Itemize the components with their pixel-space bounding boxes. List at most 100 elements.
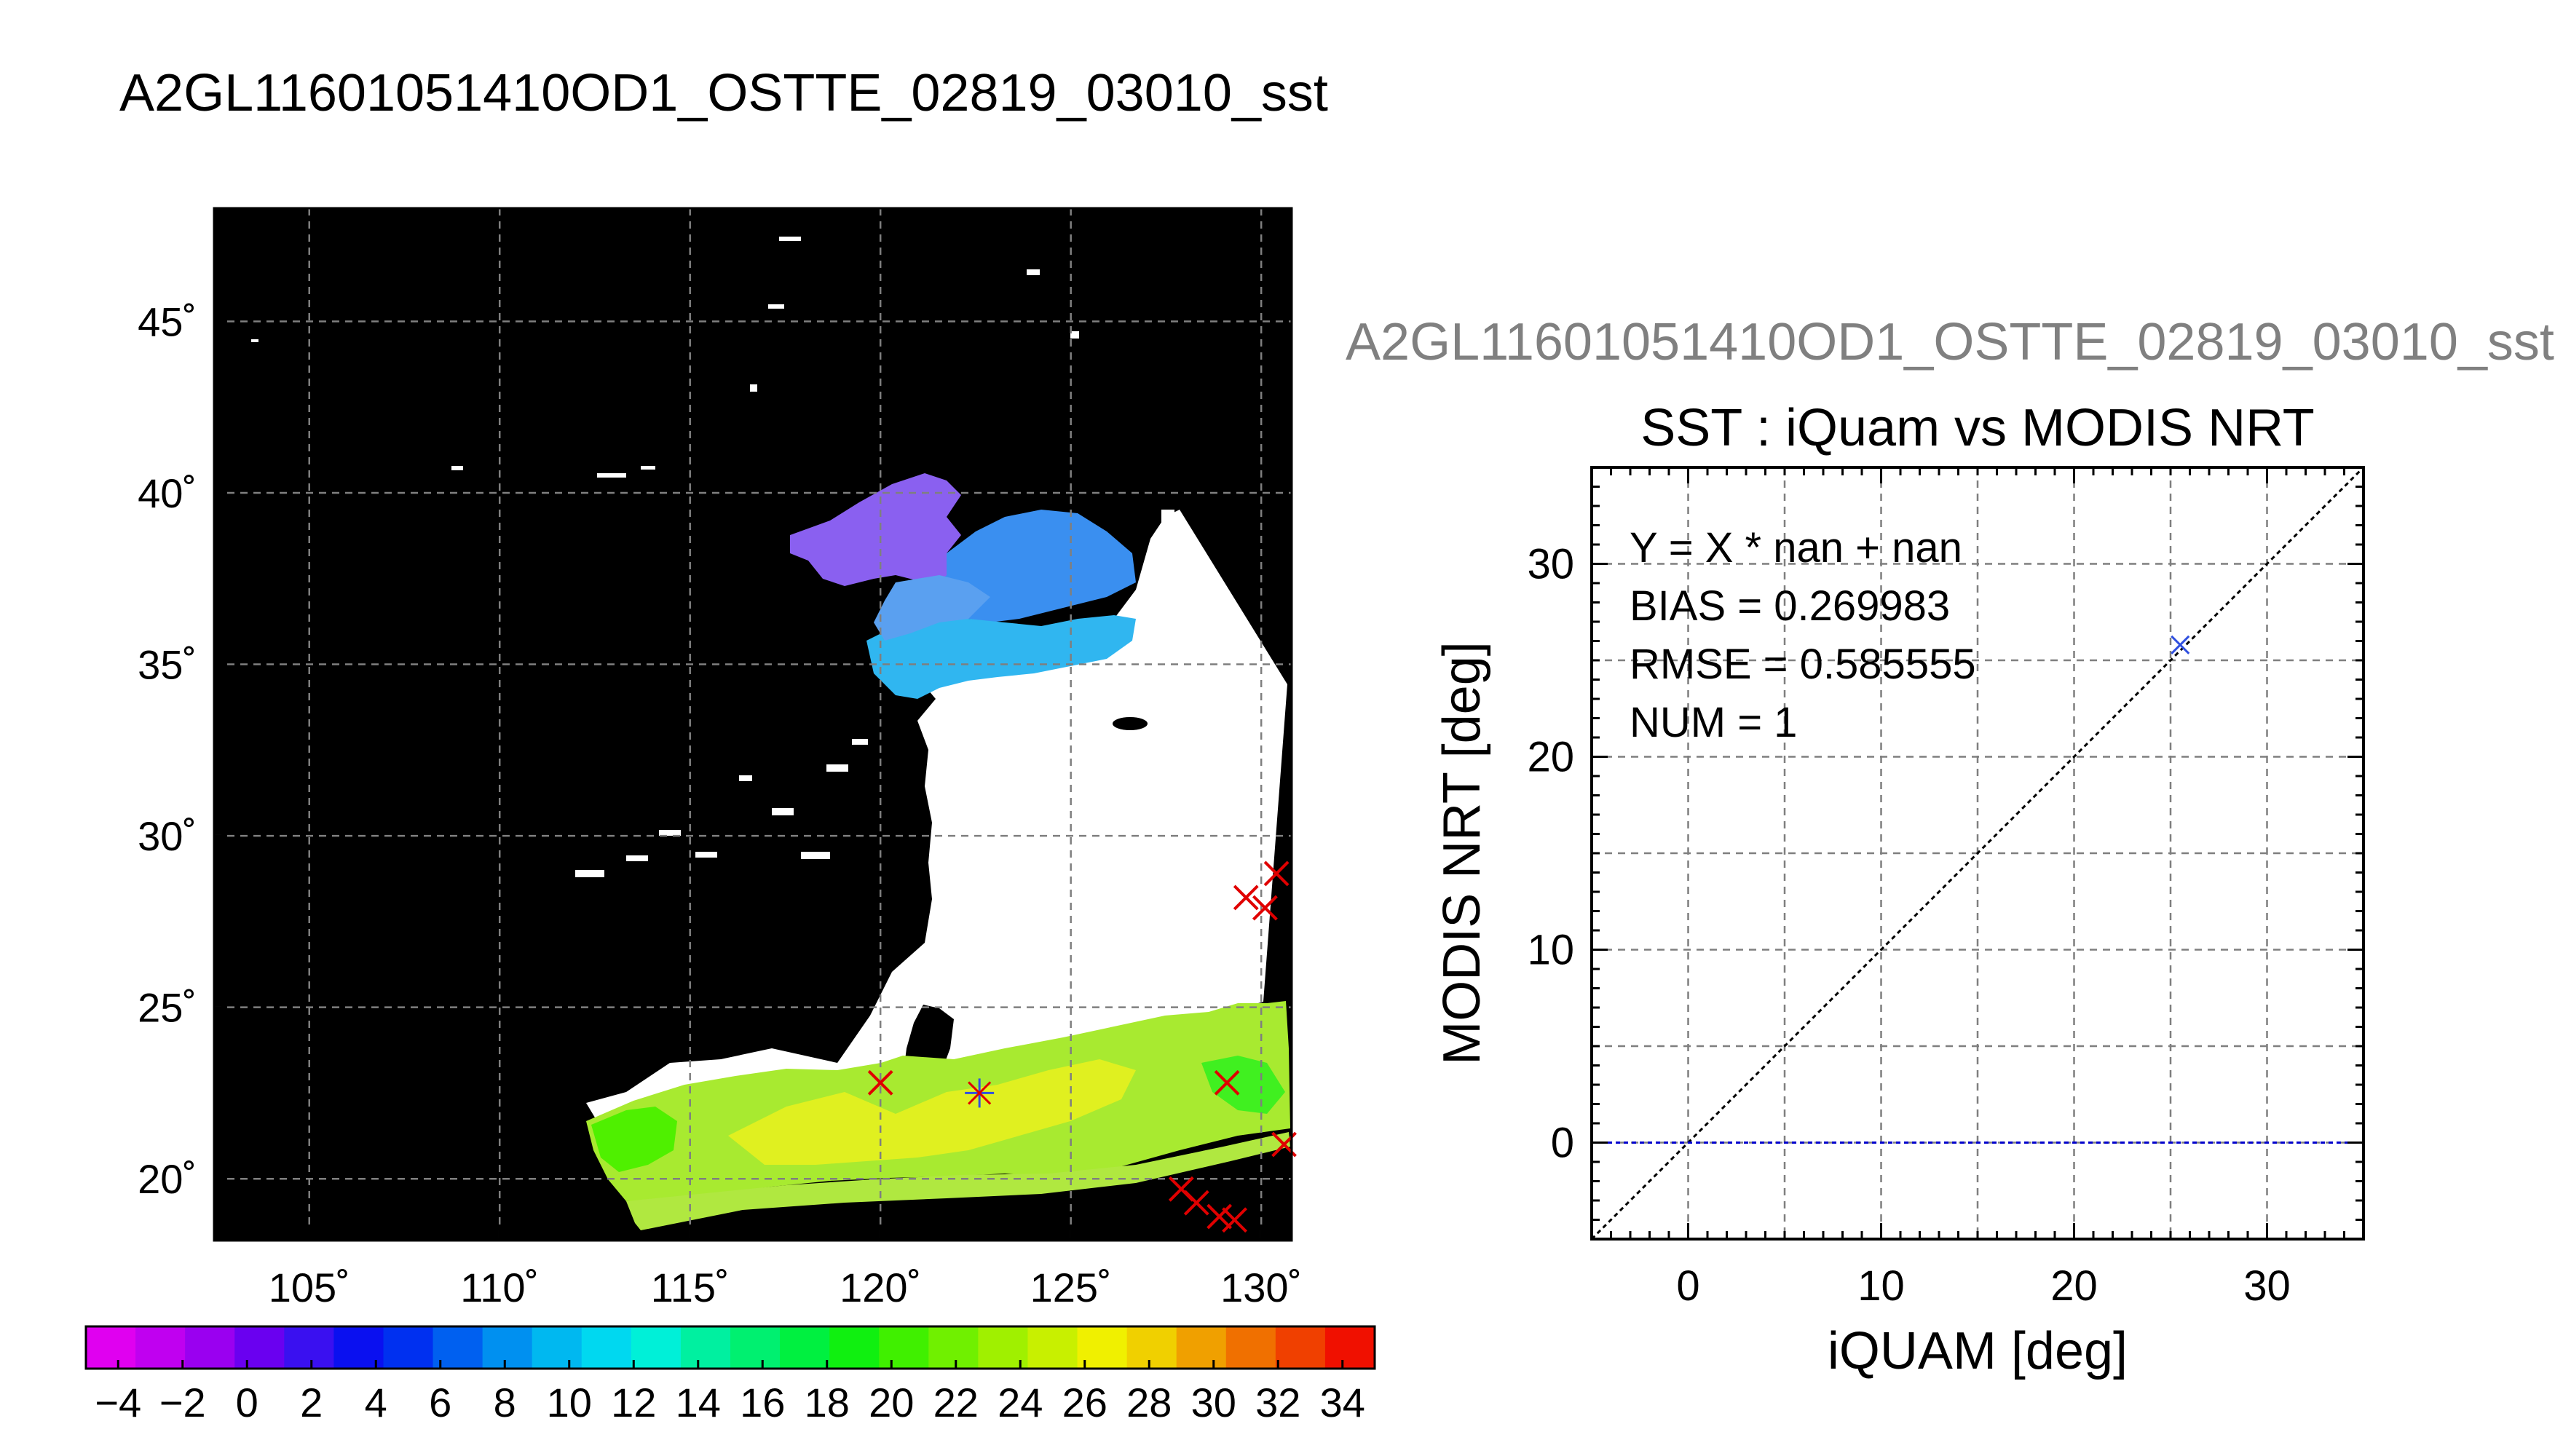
scatter-filename-label: A2GL11601051410OD1_OSTTE_02819_03010_sst bbox=[1346, 313, 2554, 371]
scatter-annotations: Y = X * nan + nan BIAS = 0.269983 RMSE = 0… bbox=[1630, 524, 1976, 746]
south-sst-green-east bbox=[1201, 1056, 1285, 1114]
colorbar-tick-label: 16 bbox=[740, 1380, 785, 1425]
yellow-sea-sst-south bbox=[866, 615, 1136, 699]
scatter-point bbox=[2171, 635, 2190, 654]
map-lon-tick-label: 105˚ bbox=[269, 1265, 350, 1310]
map-grid bbox=[214, 208, 1292, 1241]
colorbar-segment bbox=[482, 1326, 533, 1369]
map-lat-tick-label: 40˚ bbox=[138, 470, 197, 516]
colorbar-segment bbox=[780, 1326, 830, 1369]
jeju-island bbox=[1113, 717, 1148, 730]
scatter-y-tick-label: 10 bbox=[1527, 927, 1574, 974]
colorbar-segment bbox=[1027, 1326, 1078, 1369]
map-lat-tick-label: 25˚ bbox=[138, 985, 197, 1031]
yellow-sea-sst-mid bbox=[874, 575, 990, 641]
colorbar-tick-label: 2 bbox=[300, 1380, 323, 1425]
scatter-ticks: 0 10 20 30 0 10 20 30 bbox=[1527, 466, 2365, 1310]
colorbar-tick-label: 12 bbox=[611, 1380, 656, 1425]
colorbar-tick-label: 22 bbox=[933, 1380, 979, 1425]
map-ticks: 105˚ 110˚ 115˚ 120˚ 125˚ 130˚ 20˚ 25˚ 30˚ 35˚ 40˚ 4… bbox=[138, 298, 1302, 1310]
colorbar-segment bbox=[135, 1326, 186, 1369]
colorbar-segment bbox=[730, 1326, 781, 1369]
colorbar-segment bbox=[879, 1326, 930, 1369]
scatter-reference-lines bbox=[1592, 467, 2364, 1239]
scatter-x-tick-label: 10 bbox=[1857, 1262, 1905, 1310]
map-lon-tick-label: 115˚ bbox=[651, 1265, 730, 1310]
scatter-annotation-line: NUM = 1 bbox=[1630, 699, 1797, 746]
iquam-marker bbox=[1222, 1207, 1247, 1233]
colorbar-segment bbox=[581, 1326, 632, 1369]
iquam-marker bbox=[1183, 1190, 1209, 1216]
iquam-marker bbox=[1233, 885, 1259, 911]
map-lon-tick-label: 125˚ bbox=[1030, 1265, 1112, 1310]
map-panel: 105˚ 110˚ 115˚ 120˚ 125˚ 130˚ 20˚ 25˚ 30˚ 35˚ 40˚ 4… bbox=[138, 207, 1302, 1310]
scatter-x-axis-label: iQUAM [deg] bbox=[1828, 1322, 2128, 1380]
colorbar-frame bbox=[84, 1325, 1376, 1370]
colorbar-tick-label: 30 bbox=[1191, 1380, 1236, 1425]
sst-swath bbox=[251, 237, 1290, 1230]
map-lon-tick-label: 120˚ bbox=[840, 1265, 921, 1310]
south-sst-lower-strip bbox=[626, 1132, 1290, 1230]
colorbar-tick-label: 34 bbox=[1320, 1380, 1365, 1425]
scatter-annotation-line: Y = X * nan + nan bbox=[1630, 524, 1962, 571]
colorbar-segment bbox=[1225, 1326, 1276, 1369]
map-lat-tick-label: 20˚ bbox=[138, 1156, 197, 1202]
colorbar: −4 −2 0 2 4 6 8 10 12 14 16 18 20 22 24 26 28 30 32 34 bbox=[84, 1325, 1376, 1425]
scatter-y-tick-label: 0 bbox=[1551, 1120, 1574, 1167]
colorbar-segment bbox=[829, 1326, 880, 1369]
figure-title: A2GL11601051410OD1_OSTTE_02819_03010_sst bbox=[119, 64, 1328, 122]
scatter-annotation-line: RMSE = 0.585555 bbox=[1630, 641, 1976, 688]
scatter-grid bbox=[1592, 467, 2364, 1239]
colorbar-tick-label: 26 bbox=[1062, 1380, 1107, 1425]
scatter-x-tick-label: 30 bbox=[2243, 1262, 2291, 1310]
colorbar-tick-label: −4 bbox=[95, 1380, 141, 1425]
one-to-one-line bbox=[1592, 467, 2364, 1239]
iquam-marker bbox=[1263, 860, 1290, 887]
scatter-y-tick-label: 20 bbox=[1527, 734, 1574, 781]
colorbar-segment bbox=[383, 1326, 434, 1369]
colorbar-segment bbox=[928, 1326, 979, 1369]
colorbar-tick-label: 14 bbox=[676, 1380, 721, 1425]
scatter-y-axis-label: MODIS NRT [deg] bbox=[1433, 641, 1491, 1065]
map-lon-tick-label: 110˚ bbox=[460, 1265, 539, 1310]
scatter-x-tick-label: 0 bbox=[1676, 1262, 1699, 1310]
colorbar-tick-label: 6 bbox=[429, 1380, 451, 1425]
colorbar-segment bbox=[86, 1326, 136, 1369]
scatter-title: SST : iQuam vs MODIS NRT bbox=[1640, 399, 2315, 457]
colorbar-tick-label: 0 bbox=[236, 1380, 258, 1425]
colorbar-tick-label: 20 bbox=[869, 1380, 914, 1425]
colorbar-segment bbox=[1324, 1326, 1375, 1369]
map-frame bbox=[213, 207, 1293, 1242]
colorbar-segment bbox=[631, 1326, 682, 1369]
swath-cloud-region bbox=[586, 510, 1287, 1154]
scatter-x-tick-label: 20 bbox=[2050, 1262, 2098, 1310]
map-lat-tick-label: 35˚ bbox=[138, 642, 197, 688]
colorbar-segment bbox=[234, 1326, 285, 1369]
colorbar-tick-label: −2 bbox=[159, 1380, 206, 1425]
colorbar-tick-label: 32 bbox=[1255, 1380, 1300, 1425]
scatter-y-tick-label: 30 bbox=[1527, 541, 1574, 588]
colorbar-segment bbox=[284, 1326, 335, 1369]
iquam-marker bbox=[1207, 1203, 1233, 1230]
map-lat-tick-label: 30˚ bbox=[138, 813, 197, 859]
colorbar-segment bbox=[1126, 1326, 1177, 1369]
matchup-marker bbox=[965, 1078, 995, 1108]
colorbar-segment bbox=[1275, 1326, 1326, 1369]
scatter-points bbox=[2171, 635, 2190, 654]
scatter-annotation-line: BIAS = 0.269983 bbox=[1630, 582, 1950, 630]
colorbar-tick-label: 24 bbox=[998, 1380, 1043, 1425]
south-sst-green-west bbox=[591, 1107, 677, 1172]
cloud-speckles bbox=[251, 237, 1174, 877]
colorbar-segment bbox=[185, 1326, 236, 1369]
colorbar-tick-label: 10 bbox=[547, 1380, 592, 1425]
colorbar-segment bbox=[680, 1326, 731, 1369]
colorbar-segment bbox=[532, 1326, 583, 1369]
iquam-marker bbox=[1214, 1069, 1240, 1096]
colorbar-tick-label: 18 bbox=[805, 1380, 850, 1425]
scatter-panel: SST : iQuam vs MODIS NRT 0 10 20 300102030 … bbox=[1433, 399, 2365, 1380]
colorbar-tick-label: 4 bbox=[365, 1380, 387, 1425]
colorbar-tick-label: 8 bbox=[494, 1380, 516, 1425]
iquam-marker bbox=[867, 1069, 893, 1096]
map-lat-tick-label: 45˚ bbox=[138, 298, 197, 344]
